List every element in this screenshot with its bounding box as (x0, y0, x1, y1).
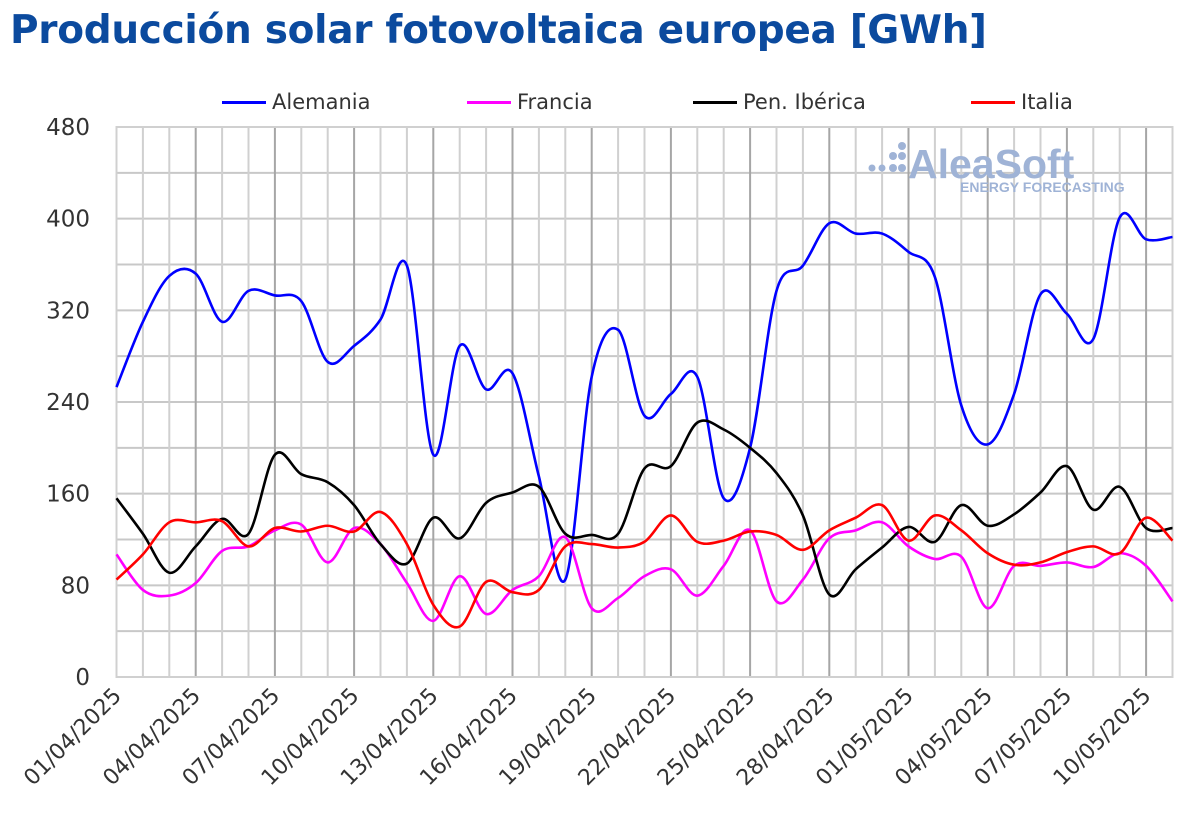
chart-title: Producción solar fotovoltaica europea [G… (10, 8, 987, 53)
series-lines (115, 211, 1174, 629)
y-tick-label: 240 (46, 390, 90, 416)
plot-border (115, 126, 1174, 678)
legend-item-alemania: Alemania (222, 90, 370, 114)
watermark-tagline: ENERGY FORECASTING (960, 179, 1125, 195)
legend-item-italia: Italia (971, 90, 1073, 114)
y-tick-label: 160 (46, 482, 90, 508)
series-line-alemania (115, 211, 1173, 584)
legend-label: Francia (517, 90, 593, 114)
aleasoft-watermark: AleaSoft ENERGY FORECASTING (868, 141, 1125, 195)
logo-dots-icon (868, 142, 906, 172)
watermark-brand: AleaSoft (908, 141, 1075, 187)
y-tick-label: 320 (46, 298, 90, 324)
y-tick-label: 400 (46, 207, 90, 233)
legend: Alemania Francia Pen. Ibérica Italia (0, 90, 1200, 116)
legend-label: Italia (1021, 90, 1073, 114)
legend-swatch (222, 100, 266, 104)
legend-swatch (971, 100, 1015, 104)
legend-swatch (467, 100, 511, 104)
y-tick-label: 0 (75, 665, 90, 691)
x-axis: 01/04/202504/04/202507/04/202510/04/2025… (19, 684, 1156, 791)
legend-label: Pen. Ibérica (743, 90, 866, 114)
series-line-italia (115, 503, 1174, 629)
y-tick-label: 80 (61, 573, 90, 599)
legend-item-pen-iberica: Pen. Ibérica (693, 90, 866, 114)
series-line-pen-ib-rica (115, 419, 1173, 598)
legend-swatch (693, 100, 737, 104)
y-tick-label: 480 (46, 115, 90, 141)
legend-label: Alemania (272, 90, 371, 114)
series-line-francia (115, 520, 1174, 623)
grid (115, 126, 1174, 678)
legend-item-francia: Francia (467, 90, 593, 114)
y-axis: 0 80 160 240 320 400 480 (46, 115, 90, 691)
